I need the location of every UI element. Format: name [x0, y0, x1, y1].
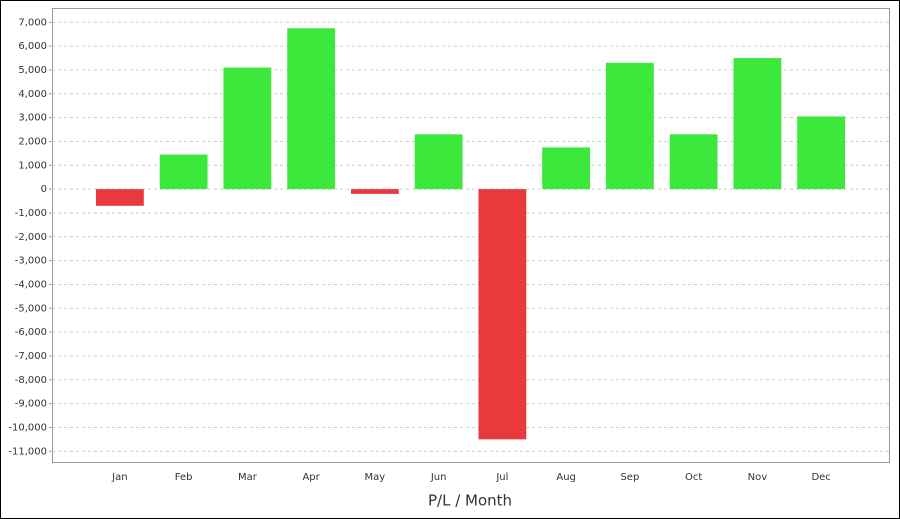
x-tick-label: Mar	[238, 472, 258, 483]
bar	[350, 189, 399, 194]
y-tick-label: -6,000	[15, 327, 47, 338]
x-tick-label: Aug	[556, 472, 576, 483]
y-tick-label: 1,000	[18, 160, 47, 171]
y-tick-label: -4,000	[15, 279, 47, 290]
y-tick-label: -11,000	[8, 446, 47, 457]
x-tick-label: Dec	[811, 472, 830, 483]
x-tick-label: Apr	[302, 472, 320, 483]
y-tick-label: 3,000	[18, 113, 47, 124]
y-tick-label: -5,000	[15, 303, 47, 314]
x-tick-label: Feb	[175, 472, 193, 483]
x-axis-title: P/L / Month	[428, 492, 512, 510]
y-tick-label: -10,000	[8, 422, 47, 433]
y-tick-label: 4,000	[18, 89, 47, 100]
x-tick-label: Oct	[685, 472, 702, 483]
x-tick-label: Jun	[430, 472, 447, 483]
bar	[797, 116, 846, 190]
bar	[95, 189, 144, 206]
x-tick-label: Jul	[495, 472, 508, 483]
x-tick-label: Sep	[620, 472, 639, 483]
bar	[414, 134, 463, 190]
y-tick-label: 7,000	[18, 17, 47, 28]
y-tick-label: -7,000	[15, 351, 47, 362]
bar	[223, 67, 272, 190]
bar	[287, 28, 336, 190]
bar	[478, 189, 527, 440]
y-tick-label: -9,000	[15, 399, 47, 410]
bar	[542, 147, 591, 190]
y-tick-label: -1,000	[15, 208, 47, 219]
bar	[605, 62, 654, 190]
y-tick-label: -2,000	[15, 232, 47, 243]
bar	[669, 134, 718, 190]
bar	[733, 58, 782, 190]
y-tick-label: -8,000	[15, 375, 47, 386]
bar	[159, 154, 208, 190]
y-tick-label: 6,000	[18, 41, 47, 52]
x-tick-label: May	[365, 472, 386, 483]
y-tick-label: 2,000	[18, 136, 47, 147]
y-tick-label: 5,000	[18, 65, 47, 76]
x-tick-label: Nov	[748, 472, 768, 483]
y-tick-label: -3,000	[15, 256, 47, 267]
y-tick-label: 0	[41, 184, 47, 195]
x-tick-label: Jan	[111, 472, 127, 483]
